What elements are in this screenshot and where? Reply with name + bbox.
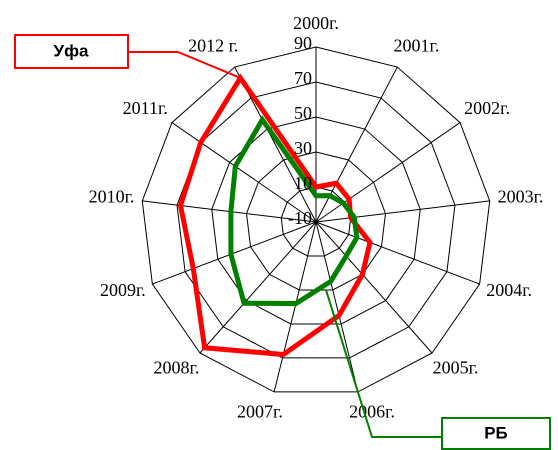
category-label: 2009г. bbox=[100, 280, 146, 300]
category-label: 2011г. bbox=[123, 98, 168, 118]
spoke bbox=[315, 221, 480, 285]
r-tick-label: 70 bbox=[294, 68, 312, 88]
category-label: 2003г. bbox=[498, 186, 544, 206]
category-label: 2010г. bbox=[89, 186, 135, 206]
series-line bbox=[177, 73, 373, 358]
spoke bbox=[199, 221, 317, 354]
spoke bbox=[273, 221, 317, 393]
category-label: 2002г. bbox=[464, 98, 510, 118]
legend-label: РБ bbox=[484, 423, 508, 442]
legend-box bbox=[441, 417, 551, 450]
r-tick-label: 30 bbox=[294, 138, 312, 158]
legend-leader bbox=[325, 289, 442, 438]
category-label: 2012 г. bbox=[188, 36, 238, 56]
category-label: 2005г. bbox=[433, 358, 479, 378]
grid-ring bbox=[141, 46, 491, 393]
legend-leader bbox=[128, 51, 241, 79]
category-label: 2000г. bbox=[293, 13, 339, 33]
category-label: 2004г. bbox=[486, 280, 532, 300]
spoke bbox=[315, 122, 461, 223]
r-tick-label: -10 bbox=[288, 208, 312, 228]
legend-box bbox=[14, 34, 129, 69]
legend-label: Уфа bbox=[54, 41, 89, 60]
r-tick-label: 90 bbox=[294, 33, 312, 53]
spoke bbox=[315, 221, 359, 393]
category-label: 2006г. bbox=[349, 401, 395, 421]
spoke bbox=[315, 221, 433, 354]
category-label: 2007г. bbox=[237, 401, 283, 421]
category-label: 2001г. bbox=[394, 36, 440, 56]
category-label: 2008г. bbox=[154, 358, 200, 378]
spoke bbox=[315, 200, 490, 223]
spoke bbox=[152, 221, 317, 285]
spoke bbox=[315, 66, 398, 223]
series-line bbox=[228, 115, 360, 307]
r-tick-label: 50 bbox=[294, 103, 312, 123]
grid-ring bbox=[211, 116, 421, 325]
spoke bbox=[171, 122, 317, 223]
r-tick-label: 10 bbox=[294, 173, 312, 193]
